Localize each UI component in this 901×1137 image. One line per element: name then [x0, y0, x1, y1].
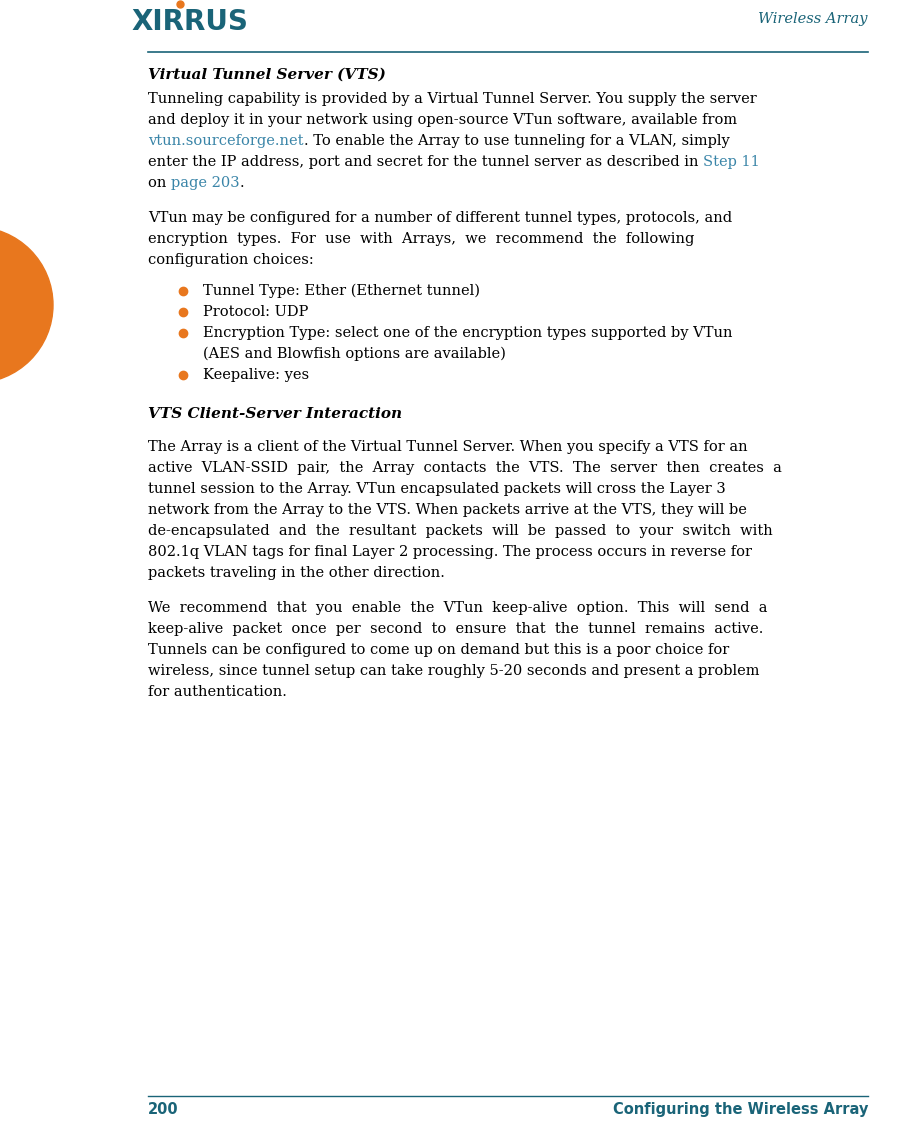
Text: Tunnel Type: Ether (Ethernet tunnel): Tunnel Type: Ether (Ethernet tunnel) — [203, 284, 480, 298]
Text: 802.1q VLAN tags for final Layer 2 processing. The process occurs in reverse for: 802.1q VLAN tags for final Layer 2 proce… — [148, 545, 752, 559]
Text: encryption  types.  For  use  with  Arrays,  we  recommend  the  following: encryption types. For use with Arrays, w… — [148, 232, 695, 246]
Text: Keepalive: yes: Keepalive: yes — [203, 368, 309, 382]
Text: Tunnels can be configured to come up on demand but this is a poor choice for: Tunnels can be configured to come up on … — [148, 644, 729, 657]
Text: vtun.sourceforge.net: vtun.sourceforge.net — [148, 134, 304, 148]
Text: . To enable the Array to use tunneling for a VLAN, simply: . To enable the Array to use tunneling f… — [304, 134, 729, 148]
Text: network from the Array to the VTS. When packets arrive at the VTS, they will be: network from the Array to the VTS. When … — [148, 503, 747, 517]
Text: de-encapsulated  and  the  resultant  packets  will  be  passed  to  your  switc: de-encapsulated and the resultant packet… — [148, 524, 773, 538]
Text: The Array is a client of the Virtual Tunnel Server. When you specify a VTS for a: The Array is a client of the Virtual Tun… — [148, 440, 748, 454]
Text: configuration choices:: configuration choices: — [148, 254, 314, 267]
Text: We  recommend  that  you  enable  the  VTun  keep-alive  option.  This  will  se: We recommend that you enable the VTun ke… — [148, 601, 768, 615]
Circle shape — [0, 227, 53, 383]
Text: enter the IP address, port and secret for the tunnel server as described in: enter the IP address, port and secret fo… — [148, 155, 703, 169]
Text: for authentication.: for authentication. — [148, 684, 287, 699]
Text: keep-alive  packet  once  per  second  to  ensure  that  the  tunnel  remains  a: keep-alive packet once per second to ens… — [148, 622, 763, 636]
Text: (AES and Blowfish options are available): (AES and Blowfish options are available) — [203, 347, 505, 362]
Text: page 203: page 203 — [171, 176, 240, 190]
Text: tunnel session to the Array. VTun encapsulated packets will cross the Layer 3: tunnel session to the Array. VTun encaps… — [148, 482, 725, 496]
Text: and deploy it in your network using open-source VTun software, available from: and deploy it in your network using open… — [148, 113, 737, 127]
Text: Protocol: UDP: Protocol: UDP — [203, 305, 308, 319]
Text: Encryption Type: select one of the encryption types supported by VTun: Encryption Type: select one of the encry… — [203, 326, 733, 340]
Text: XIRRUS: XIRRUS — [132, 8, 249, 36]
Text: Virtual Tunnel Server (VTS): Virtual Tunnel Server (VTS) — [148, 68, 386, 82]
Text: 200: 200 — [148, 1102, 178, 1117]
Text: VTun may be configured for a number of different tunnel types, protocols, and: VTun may be configured for a number of d… — [148, 211, 733, 225]
Text: active  VLAN-SSID  pair,  the  Array  contacts  the  VTS.  The  server  then  cr: active VLAN-SSID pair, the Array contact… — [148, 460, 782, 475]
Text: on: on — [148, 176, 171, 190]
Text: .: . — [240, 176, 244, 190]
Text: wireless, since tunnel setup can take roughly 5-20 seconds and present a problem: wireless, since tunnel setup can take ro… — [148, 664, 760, 678]
Text: Configuring the Wireless Array: Configuring the Wireless Array — [613, 1102, 868, 1117]
Text: packets traveling in the other direction.: packets traveling in the other direction… — [148, 566, 445, 580]
Text: Step 11: Step 11 — [703, 155, 760, 169]
Text: Tunneling capability is provided by a Virtual Tunnel Server. You supply the serv: Tunneling capability is provided by a Vi… — [148, 92, 757, 106]
Text: Wireless Array: Wireless Array — [759, 13, 868, 26]
Text: VTS Client-Server Interaction: VTS Client-Server Interaction — [148, 407, 402, 421]
